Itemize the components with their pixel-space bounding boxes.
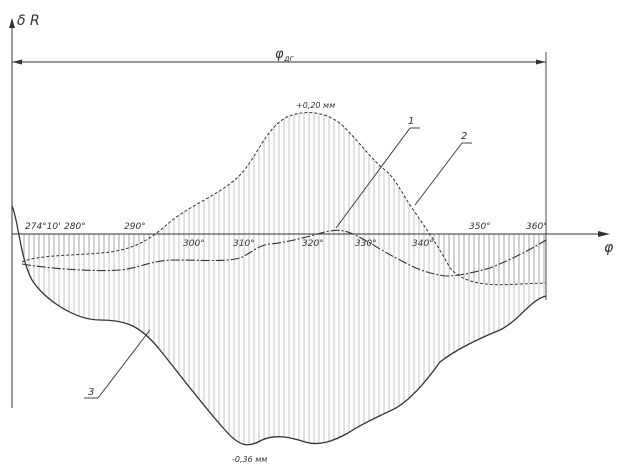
leader-line-2: [414, 142, 463, 206]
span-arrow-left-icon: [12, 59, 22, 65]
tick-label-360: 360°: [526, 222, 548, 232]
callout-3: 3: [88, 387, 94, 398]
horizontal-axis-arrow-icon: [598, 231, 610, 237]
max-deviation-label: +0,20 мм: [296, 101, 335, 110]
span-label: φ: [275, 47, 284, 62]
callout-2: 2: [461, 131, 467, 142]
tick-label-350: 350°: [469, 222, 491, 232]
curve-2-dash-dot: [21, 229, 547, 277]
curve-1-dashed: [21, 112, 547, 286]
y-axis-label: δ R: [17, 13, 40, 29]
tick-label-300: 300°: [183, 239, 205, 249]
tick-label-274: 274°10': [25, 222, 61, 232]
tick-label-340: 340°: [412, 239, 434, 249]
x-axis-label: φ: [604, 240, 614, 256]
tick-label-280: 280°: [64, 222, 86, 232]
callout-1: 1: [408, 116, 414, 127]
span-arrow-right-icon: [536, 59, 546, 65]
vertical-axis-arrow-icon: [9, 18, 15, 28]
leader-line-3: [97, 329, 151, 399]
hatching: [23, 112, 545, 445]
min-deviation-label: -0,36 мм: [232, 455, 267, 464]
tick-label-330: 330°: [355, 239, 377, 249]
leader-line-1: [335, 127, 411, 229]
tick-label-320: 320°: [302, 239, 324, 249]
tick-label-310: 310°: [233, 239, 255, 249]
tick-label-290: 290°: [124, 222, 146, 232]
curve-3-solid: [11, 205, 547, 446]
span-subscript: дг: [283, 54, 295, 63]
